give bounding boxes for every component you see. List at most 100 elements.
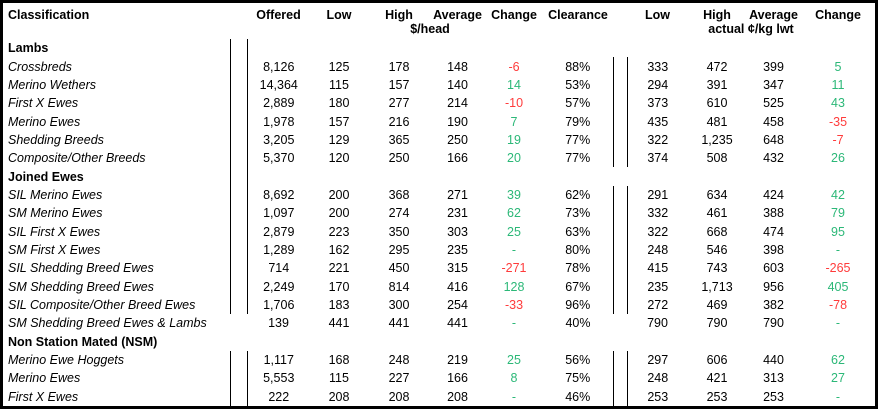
cell-high-lwt: 606 bbox=[706, 353, 728, 368]
cell-change: 39 bbox=[507, 187, 521, 202]
cell-high-lwt: 469 bbox=[706, 297, 728, 312]
cell-low: 129 bbox=[328, 132, 350, 147]
cell-average-lwt: 790 bbox=[763, 316, 784, 331]
divider-spacer bbox=[612, 259, 628, 278]
cell-low: 157 bbox=[328, 114, 350, 129]
row-label: Merino Wethers bbox=[8, 77, 96, 92]
cell-offered: 1,097 bbox=[263, 206, 295, 221]
divider-spacer bbox=[229, 295, 248, 315]
cell-high-lwt: 1,713 bbox=[701, 279, 733, 294]
divider-spacer bbox=[230, 314, 247, 332]
cell-low-lwt: 332 bbox=[647, 206, 669, 221]
divider-spacer bbox=[229, 39, 248, 58]
table-body: Lambs Crossbreds 8,126 125 178 148 -6 88% 333 472… bbox=[3, 39, 875, 406]
cell-low-lwt: 322 bbox=[647, 132, 669, 147]
table-row: Merino Wethers 14,364 115 157 140 14 53% 294 391… bbox=[3, 75, 875, 95]
cell-low-lwt: 790 bbox=[647, 316, 668, 331]
cell-clearance: 63% bbox=[565, 224, 591, 239]
cell-average: 148 bbox=[447, 59, 468, 74]
cell-low: 208 bbox=[328, 389, 350, 404]
header-spacer bbox=[613, 3, 627, 22]
cell-average-lwt: 432 bbox=[763, 151, 784, 166]
cell-average-lwt: 458 bbox=[763, 114, 784, 129]
divider-spacer bbox=[613, 167, 627, 185]
cell-change-lwt: - bbox=[835, 389, 841, 404]
table-row: First X Ewes 2,889 180 277 214 -10 57% 373 610 52… bbox=[3, 94, 875, 113]
units-row: $/head actual ¢/kg lwt bbox=[3, 22, 875, 39]
cell-clearance: 67% bbox=[565, 279, 591, 294]
classification-price-table: Classification Offered Low High Average … bbox=[3, 3, 875, 406]
cell-low-lwt: 272 bbox=[647, 297, 669, 312]
cell-offered: 8,126 bbox=[263, 59, 295, 74]
cell-low: 170 bbox=[328, 279, 350, 294]
cell-change: 14 bbox=[507, 77, 521, 92]
cell-low-lwt: 248 bbox=[647, 242, 669, 257]
section-header-filler bbox=[627, 39, 875, 57]
row-label: Composite/Other Breeds bbox=[8, 151, 146, 166]
table-row: SIL Merino Ewes 8,692 200 368 271 39 62% 291 634… bbox=[3, 185, 875, 205]
cell-clearance: 56% bbox=[565, 353, 591, 368]
cell-low-lwt: 294 bbox=[647, 77, 669, 92]
cell-clearance: 78% bbox=[565, 261, 591, 276]
divider-spacer bbox=[612, 350, 628, 370]
cell-offered: 1,289 bbox=[263, 242, 295, 257]
header-spacer bbox=[230, 22, 247, 39]
cell-average: 214 bbox=[447, 96, 468, 111]
cell-offered: 1,706 bbox=[263, 297, 295, 312]
table-row: Merino Ewes 1,978 157 216 190 7 79% 435 481 458 -3… bbox=[3, 112, 875, 131]
cell-clearance: 46% bbox=[565, 389, 591, 404]
section-header-label: Non Station Mated (NSM) bbox=[8, 334, 158, 349]
divider-spacer bbox=[613, 39, 627, 57]
divider-spacer bbox=[612, 112, 628, 131]
cell-change: 19 bbox=[507, 132, 521, 147]
cell-offered: 1,978 bbox=[263, 114, 295, 129]
cell-change-lwt: - bbox=[835, 242, 841, 257]
row-label: SIL Shedding Breed Ewes bbox=[8, 261, 154, 276]
cell-clearance: 96% bbox=[565, 297, 591, 312]
divider-spacer bbox=[613, 333, 627, 351]
divider-spacer bbox=[229, 130, 248, 150]
row-label: SIL Merino Ewes bbox=[8, 187, 103, 202]
divider-spacer bbox=[229, 94, 248, 113]
cell-low-lwt: 415 bbox=[647, 261, 669, 276]
cell-average-lwt: 603 bbox=[763, 261, 784, 276]
divider-spacer bbox=[229, 259, 248, 278]
cell-average-lwt: 399 bbox=[763, 59, 784, 74]
cell-change-lwt: -78 bbox=[828, 297, 848, 312]
cell-low-lwt: 235 bbox=[647, 279, 669, 294]
cell-high-lwt: 461 bbox=[706, 206, 728, 221]
cell-change: 128 bbox=[503, 279, 525, 294]
cell-low-lwt: 253 bbox=[647, 389, 669, 404]
cell-clearance: 77% bbox=[565, 151, 591, 166]
cell-low: 223 bbox=[328, 224, 350, 239]
cell-high: 300 bbox=[388, 297, 410, 312]
section-header-filler bbox=[627, 167, 875, 185]
divider-spacer bbox=[229, 387, 248, 406]
section-header-row: Lambs bbox=[3, 39, 875, 58]
unit-label-per-head: $/head bbox=[410, 22, 450, 36]
cell-change-lwt: 43 bbox=[831, 96, 845, 111]
table-row: SM Shedding Breed Ewes & Lambs 139 441 441 4… bbox=[3, 314, 875, 332]
cell-clearance: 75% bbox=[565, 371, 591, 386]
row-label: First X Ewes bbox=[8, 389, 79, 404]
cell-high-lwt: 668 bbox=[706, 224, 728, 239]
col-header-change-lwt: Change bbox=[815, 8, 861, 22]
cell-change: -6 bbox=[508, 59, 520, 74]
divider-spacer bbox=[612, 295, 628, 315]
divider-spacer bbox=[612, 204, 628, 223]
divider-spacer bbox=[612, 387, 628, 406]
cell-change-lwt: -265 bbox=[825, 261, 851, 276]
cell-change-lwt: -7 bbox=[832, 132, 844, 147]
cell-high: 295 bbox=[388, 242, 410, 257]
cell-high-lwt: 1,235 bbox=[701, 132, 733, 147]
divider-spacer bbox=[612, 130, 628, 150]
cell-high: 216 bbox=[388, 114, 410, 129]
cell-low: 221 bbox=[328, 261, 350, 276]
cell-low-lwt: 435 bbox=[647, 114, 669, 129]
divider-spacer bbox=[612, 277, 628, 296]
column-header-row: Classification Offered Low High Average … bbox=[3, 3, 875, 22]
section-header-filler bbox=[247, 167, 613, 185]
divider-spacer bbox=[229, 222, 248, 241]
divider-spacer bbox=[229, 167, 248, 186]
cell-average-lwt: 424 bbox=[763, 187, 784, 202]
